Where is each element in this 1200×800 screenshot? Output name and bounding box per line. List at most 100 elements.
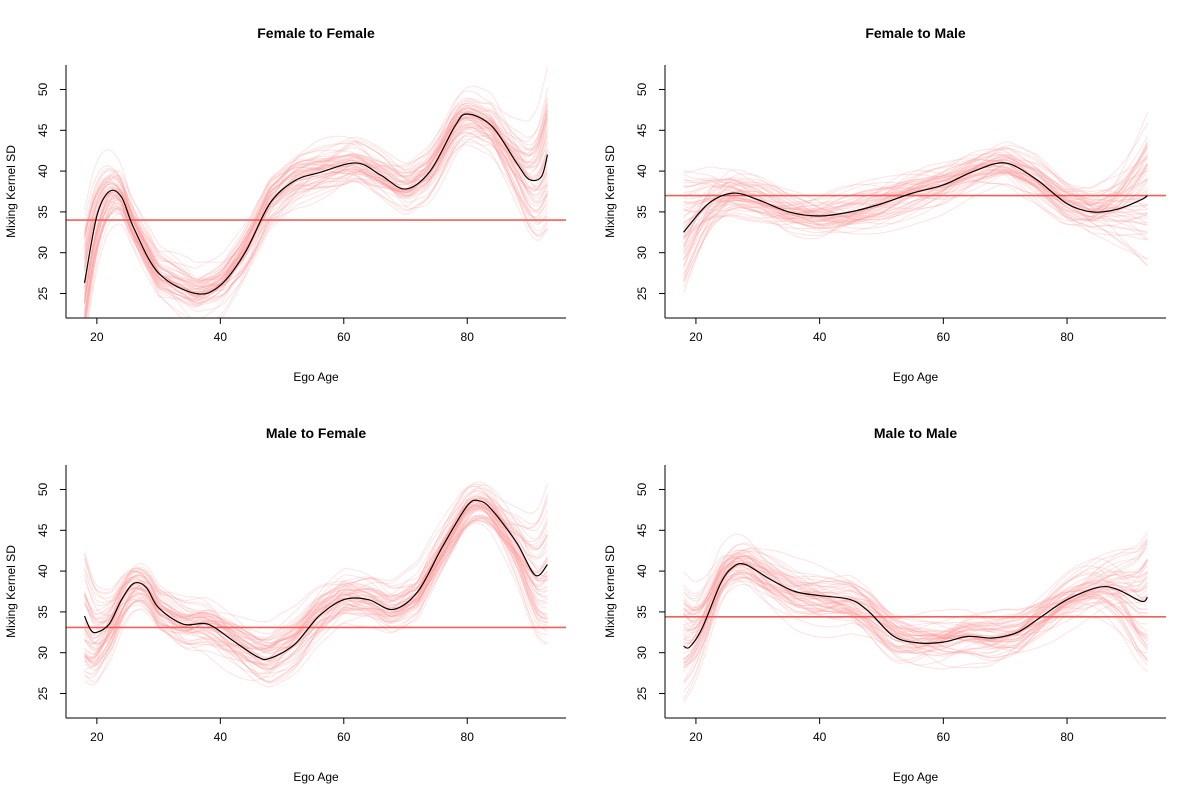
sample-curve — [84, 505, 548, 667]
sample-curve — [683, 554, 1148, 654]
sample-curve — [683, 566, 1148, 645]
sample-curve — [683, 165, 1148, 222]
sample-curve — [84, 134, 548, 318]
sample-curve — [84, 127, 548, 316]
sample-curve — [683, 158, 1148, 238]
x-tick-label: 80 — [1060, 730, 1074, 744]
y-axis-title: Mixing Kernel SD — [4, 545, 18, 638]
y-tick-label: 30 — [635, 646, 649, 660]
y-axis-title: Mixing Kernel SD — [4, 145, 18, 238]
sample-curve — [683, 158, 1148, 234]
sample-curve — [84, 101, 548, 318]
sample-curve — [683, 153, 1148, 236]
y-tick-label: 30 — [36, 246, 50, 260]
sample-curve — [683, 569, 1148, 700]
sample-curve — [683, 571, 1148, 669]
sample-curve — [84, 128, 548, 280]
sample-curve — [84, 127, 548, 318]
x-tick-label: 60 — [937, 330, 951, 344]
sample-curve — [84, 485, 548, 667]
sample-curve — [84, 66, 548, 312]
sample-curve — [683, 564, 1148, 658]
sample-curve — [683, 162, 1148, 260]
sample-curve — [683, 162, 1148, 283]
plot-area — [66, 481, 566, 688]
sample-curve — [683, 560, 1148, 649]
sample-curve — [84, 106, 548, 298]
sample-curve — [683, 576, 1148, 655]
sample-curve — [683, 168, 1148, 276]
sample-curve — [84, 508, 548, 641]
y-axis-title: Mixing Kernel SD — [603, 145, 617, 238]
sample-curve — [683, 162, 1148, 294]
x-tick-label: 80 — [461, 330, 475, 344]
y-tick-label: 25 — [635, 287, 649, 301]
sample-curve — [84, 119, 548, 313]
sample-curve — [683, 561, 1148, 649]
sample-curve — [683, 562, 1148, 659]
y-tick-label: 50 — [36, 482, 50, 496]
sample-curve — [84, 111, 548, 281]
sample-curve — [84, 131, 548, 304]
sample-curve — [84, 517, 548, 653]
plot-area — [66, 66, 566, 318]
sample-curve — [683, 166, 1148, 214]
sample-curve — [683, 173, 1148, 254]
sample-curve — [84, 109, 548, 318]
sample-curve — [84, 518, 548, 666]
sample-curve — [88, 109, 548, 318]
sample-curve — [683, 141, 1148, 230]
sample-curve — [84, 504, 548, 663]
sample-curve — [683, 568, 1148, 657]
sample-curve — [683, 547, 1148, 683]
y-tick-label: 45 — [635, 523, 649, 537]
sample-curve — [84, 103, 548, 267]
sample-curve — [683, 573, 1148, 645]
sample-curve — [683, 555, 1148, 665]
sample-curve — [84, 98, 548, 302]
x-tick-label: 20 — [90, 730, 104, 744]
panel-title: Female to Male — [865, 25, 966, 41]
sample-curve — [84, 493, 548, 643]
sample-curve — [85, 102, 548, 318]
y-tick-label: 40 — [36, 164, 50, 178]
y-tick-label: 25 — [36, 687, 50, 701]
y-tick-label: 35 — [635, 205, 649, 219]
sample-curve — [84, 119, 548, 298]
mean-curve — [683, 563, 1148, 649]
sample-curve — [84, 113, 548, 314]
panel-1: 20 40 60 80 25 30 35 40 45 50 Female to Female Ego … — [4, 25, 566, 384]
sample-curve — [84, 507, 548, 671]
x-tick-label: 20 — [689, 330, 703, 344]
sample-curve — [683, 542, 1148, 641]
sample-curve — [683, 562, 1148, 661]
sample-curve — [683, 577, 1148, 645]
sample-curve — [84, 517, 548, 686]
sample-curve — [683, 542, 1148, 672]
sample-curve — [84, 516, 548, 675]
x-axis-title: Ego Age — [893, 770, 939, 784]
plot-area — [665, 531, 1166, 703]
sample-curve — [84, 107, 548, 318]
sample-curve — [683, 557, 1148, 649]
sample-curve — [683, 562, 1148, 685]
sample-curve — [84, 499, 548, 682]
x-tick-label: 40 — [813, 330, 827, 344]
panel-2: 20 40 60 80 25 30 35 40 45 50 Female to Male Ego Ag… — [603, 25, 1166, 384]
sample-curve — [683, 558, 1148, 648]
sample-curve — [683, 143, 1148, 247]
sample-curve — [683, 144, 1148, 221]
sample-curve — [683, 165, 1148, 248]
x-tick-label: 40 — [214, 730, 228, 744]
sample-curve — [84, 114, 548, 318]
sample-curve — [84, 504, 548, 665]
sample-curve — [84, 507, 548, 666]
x-tick-label: 60 — [337, 730, 351, 744]
panel-title: Female to Female — [257, 25, 375, 41]
sample-curve — [84, 126, 548, 307]
y-tick-label: 25 — [36, 287, 50, 301]
sample-curve — [84, 505, 548, 670]
sample-curve — [683, 169, 1148, 251]
sample-curve — [683, 533, 1148, 647]
